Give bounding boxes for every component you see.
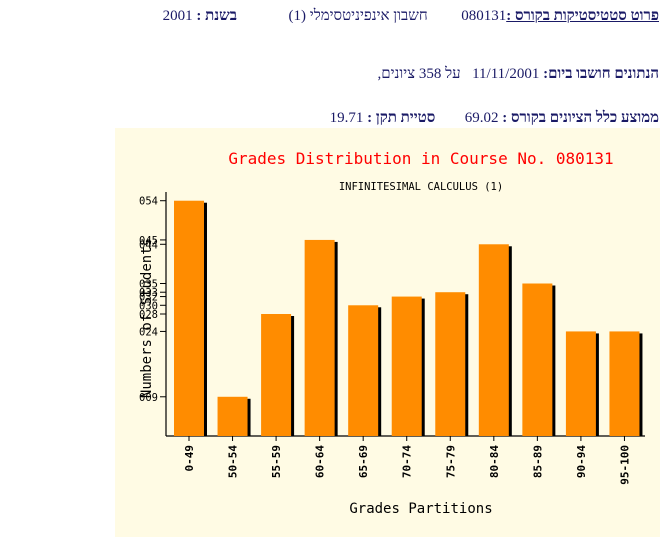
statistics-line: ממוצע כלל הציונים בקורס : 69.02 סטיית תק…: [330, 110, 659, 127]
computed-date-line: הנתונים חושבו ביום: 11/11/2001 על 358 צי…: [378, 66, 659, 83]
x-tick-label: 60-64: [314, 445, 327, 478]
x-tick-label: 0-49: [183, 445, 196, 472]
y-tick-label: 032: [139, 292, 158, 304]
y-axis-title: Numbers of Students: [139, 238, 155, 398]
chart-subtitle: INFINITESIMAL CALCULUS (1): [339, 181, 503, 193]
x-axis-title: Grades Partitions: [349, 501, 492, 517]
bar-60-64: [304, 239, 335, 436]
x-tick-label: 55-59: [270, 445, 283, 478]
bar-85-89: [522, 283, 553, 436]
y-tick-label: 035: [139, 279, 158, 291]
x-tick-label: 75-79: [444, 445, 457, 478]
std-value: 19.71: [329, 110, 364, 126]
x-tick-label: 70-74: [401, 445, 414, 478]
std-label: סטיית תקן :: [367, 110, 436, 126]
y-tick-label: 028: [139, 309, 158, 321]
course-number: 080131: [461, 8, 507, 24]
course-label: פרוט סטטיסטיקות בקורס :: [506, 8, 659, 24]
bar-55-59: [261, 314, 292, 436]
bar-70-74: [391, 296, 422, 436]
y-tick-label: 009: [139, 392, 158, 404]
x-tick-label: 95-100: [618, 445, 631, 485]
x-tick-label: 65-69: [357, 445, 370, 478]
x-tick-label: 90-94: [575, 445, 588, 478]
y-tick-label: 045: [139, 235, 158, 247]
bar-50-54: [217, 396, 248, 436]
bar-75-79: [435, 292, 466, 436]
y-tick-label: 033: [139, 287, 158, 299]
average-value: 69.02: [464, 110, 499, 126]
y-tick-label: 044: [139, 239, 158, 251]
x-tick-label: 85-89: [531, 445, 544, 478]
average-label: ממוצע כלל הציונים בקורס :: [502, 110, 659, 126]
bar-95-100: [609, 331, 640, 436]
x-tick-label: 50-54: [227, 445, 240, 478]
y-tick-label: 030: [139, 300, 158, 312]
bar-0-49: [174, 200, 204, 436]
bar-65-69: [348, 305, 379, 436]
chart-title: Grades Distribution in Course No. 080131: [228, 149, 613, 168]
course-header-line: פרוט סטטיסטיקות בקורס :080131 חשבון אינפ…: [9, 8, 659, 25]
bar-90-94: [565, 331, 596, 436]
year-value: 2001: [162, 8, 193, 24]
y-tick-label: 024: [139, 326, 158, 338]
x-tick-label: 80-84: [488, 445, 501, 478]
computed-label: הנתונים חושבו ביום:: [543, 66, 659, 82]
year-label: בשנת :: [196, 8, 238, 24]
bar-80-84: [478, 244, 509, 436]
course-name: חשבון אינפיניטסימלי (1): [288, 8, 428, 24]
grades-count: על 358 ציונים,: [377, 66, 461, 82]
y-tick-label: 054: [139, 196, 158, 208]
computed-date: 11/11/2001: [472, 66, 540, 82]
